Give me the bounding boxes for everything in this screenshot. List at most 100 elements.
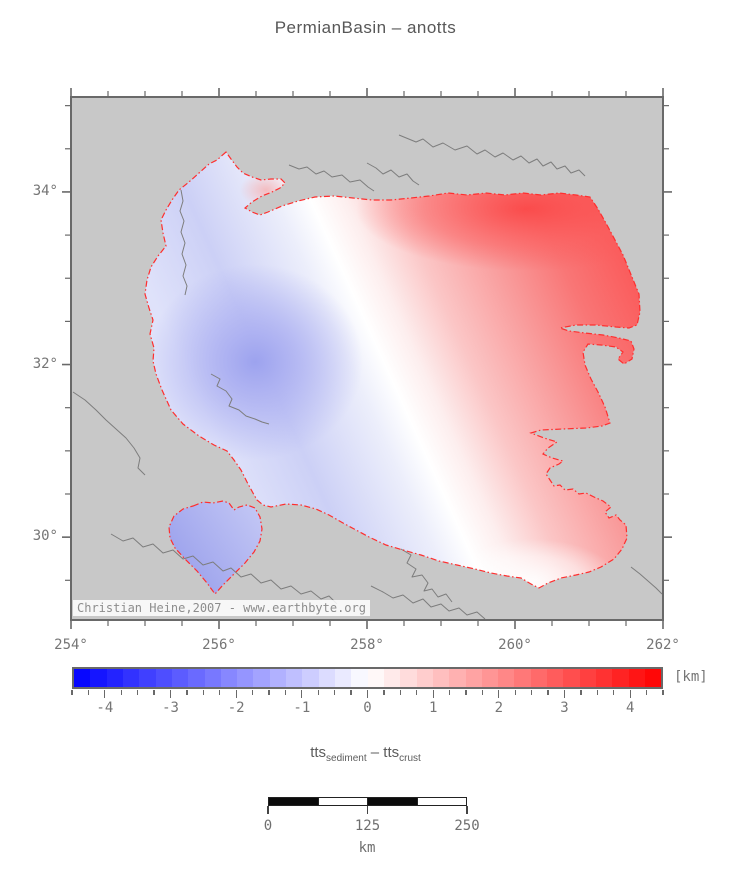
colorbar-cell	[171, 669, 189, 687]
scale-bar-segment	[367, 798, 417, 805]
colorbar-tick	[531, 690, 533, 695]
colorbar-tick	[120, 690, 122, 695]
colorbar-tick	[465, 690, 467, 695]
colorbar-tick-label: 3	[560, 700, 569, 716]
colorbar-cell	[596, 669, 613, 687]
colorbar-cell	[220, 669, 238, 687]
colorbar-tick	[481, 690, 483, 695]
colorbar-cell	[449, 669, 466, 687]
colorbar-cell	[432, 669, 450, 687]
colorbar-tick	[432, 690, 434, 698]
colorbar-tick	[71, 690, 73, 695]
colorbar-tick	[202, 690, 204, 695]
quantity-label: ttssediment – ttscrust	[0, 744, 731, 764]
x-axis-label: 254°	[54, 637, 88, 653]
colorbar-tick	[563, 690, 566, 698]
colorbar-unit-label: [km]	[674, 669, 708, 685]
colorbar-cell	[204, 669, 221, 687]
quantity-sub1: sediment	[326, 753, 367, 764]
colorbar-tick	[645, 690, 648, 695]
x-axis-label: 260°	[498, 637, 532, 653]
scale-bar-unit-label: km	[358, 840, 376, 856]
colorbar-tick-label: -1	[293, 700, 311, 716]
colorbar-tick	[186, 690, 188, 695]
scale-bar-tick	[366, 806, 369, 814]
colorbar-cell	[106, 669, 123, 687]
colorbar-cell	[416, 669, 433, 687]
colorbar-tick-label: 2	[494, 700, 504, 716]
colorbar-tick	[153, 690, 155, 695]
scale-bar-tick	[267, 806, 269, 814]
colorbar-cell	[628, 669, 645, 687]
copyright-watermark: Christian Heine,2007 - www.earthbyte.org	[73, 600, 370, 616]
colorbar-tick	[251, 690, 254, 695]
colorbar-cell	[514, 669, 531, 687]
colorbar-cell	[579, 669, 596, 687]
scale-bar-segment	[269, 798, 318, 805]
colorbar-cell	[269, 669, 287, 687]
colorbar-tick	[613, 690, 615, 695]
colorbar-cell	[644, 669, 662, 687]
colorbar-tick	[219, 690, 221, 695]
colorbar-cell	[318, 669, 335, 687]
colorbar-cell	[188, 669, 205, 687]
colorbar-tick-label: 4	[625, 700, 635, 716]
x-axis-label: 262°	[646, 637, 680, 653]
colorbar-cell	[383, 669, 401, 687]
colorbar-tick	[334, 690, 336, 695]
map-canvas	[62, 88, 672, 629]
colorbar-tick	[629, 690, 631, 698]
colorbar-tick-label: -4	[96, 700, 114, 716]
colorbar-tick	[448, 690, 451, 695]
colorbar-cell	[122, 669, 140, 687]
colorbar-tick	[169, 690, 172, 698]
page-title: PermianBasin – anotts	[274, 18, 457, 37]
scale-bar-segment	[317, 798, 367, 805]
colorbar	[72, 667, 663, 689]
colorbar-cell	[465, 669, 482, 687]
colorbar-tick	[284, 690, 286, 695]
colorbar-tick	[662, 690, 664, 695]
river-lines	[72, 134, 663, 620]
colorbar-tick	[596, 690, 598, 695]
colorbar-cell	[286, 669, 303, 687]
scale-bar-tick	[466, 806, 468, 814]
colorbar-cell	[155, 669, 172, 687]
x-axis-label: 256°	[202, 637, 236, 653]
colorbar-tick	[137, 690, 139, 695]
colorbar-tick	[350, 690, 352, 695]
colorbar-tick	[366, 690, 369, 698]
x-axis-label: 258°	[350, 637, 384, 653]
basin-lobe	[168, 500, 263, 595]
colorbar-cell	[530, 669, 548, 687]
colorbar-tick	[301, 690, 303, 698]
quantity-term2: tts	[383, 744, 400, 761]
scale-bar-tick-label: 0	[263, 818, 273, 834]
y-axis-label: 32°	[32, 355, 58, 372]
colorbar-cell	[253, 669, 270, 687]
colorbar-tick	[514, 690, 516, 695]
colorbar-cell	[481, 669, 499, 687]
colorbar-cell	[335, 669, 352, 687]
colorbar-tick	[580, 690, 582, 695]
colorbar-tick	[383, 690, 385, 695]
colorbar-cell	[237, 669, 254, 687]
quantity-operator: –	[370, 744, 380, 761]
colorbar-tick	[498, 690, 500, 698]
colorbar-tick	[547, 690, 549, 695]
colorbar-tick	[235, 690, 237, 698]
scale-bar-tick-label: 125	[354, 818, 381, 834]
colorbar-cell	[547, 669, 564, 687]
scale-bar	[268, 797, 467, 806]
colorbar-tick-label: 1	[428, 700, 438, 716]
colorbar-cell	[563, 669, 580, 687]
scale-bar-tick-label: 250	[454, 818, 480, 834]
colorbar-tick-label: -3	[162, 700, 179, 716]
y-axis-label: 34°	[32, 182, 58, 199]
colorbar-tick	[87, 690, 89, 695]
colorbar-cell	[74, 669, 91, 687]
map-tick-marks	[62, 88, 672, 629]
colorbar-tick	[268, 690, 270, 695]
quantity-sub2: crust	[399, 753, 421, 764]
